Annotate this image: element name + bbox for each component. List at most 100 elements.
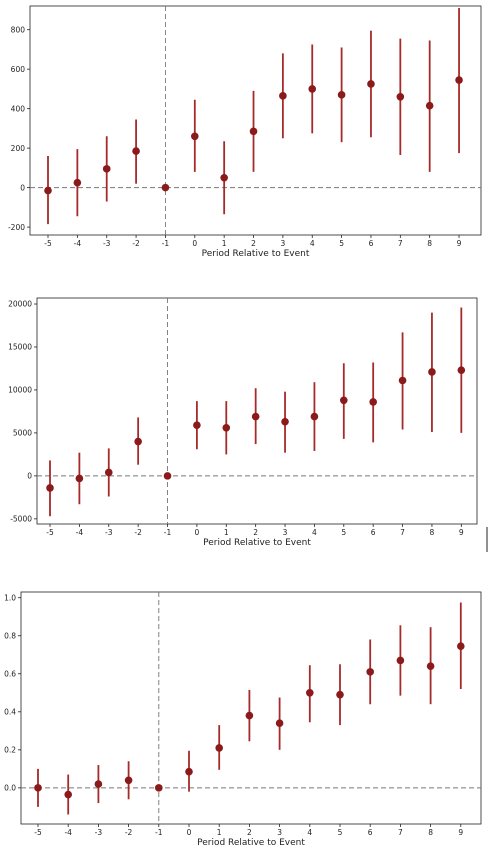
- x-tick-label: -5: [44, 239, 52, 248]
- point-estimate: [275, 719, 284, 728]
- y-tick-label: 0: [20, 183, 25, 192]
- plot-frame: [29, 5, 482, 236]
- x-tick-label: -1: [164, 528, 172, 537]
- x-tick-label: 1: [224, 528, 229, 537]
- plot-frame: [36, 297, 478, 525]
- y-tick-label: 400: [11, 104, 26, 113]
- point-estimate: [134, 437, 142, 446]
- x-tick-label: 6: [371, 528, 376, 537]
- x-tick-label: 5: [338, 828, 343, 837]
- point-estimate: [337, 91, 346, 99]
- point-estimate: [455, 76, 463, 84]
- point-estimate: [308, 85, 317, 93]
- x-tick-label: -3: [103, 239, 111, 248]
- x-tick-label: 6: [368, 828, 373, 837]
- x-tick-label: -1: [155, 828, 163, 837]
- x-tick-label: 2: [253, 528, 258, 537]
- x-tick-label: 8: [428, 828, 433, 837]
- point-estimate: [367, 80, 375, 88]
- point-estimate: [336, 690, 344, 699]
- point-estimate: [426, 662, 435, 670]
- y-tick-label: 0.8: [4, 631, 16, 640]
- point-estimate: [281, 417, 289, 426]
- event-study-panel-3: 0.0 0.2 0.4 0.6 0.8 1.0 -5 -4 -3 -2 -1 0 1 2 3 4 5 6 7 8 9 Pe…: [4, 591, 482, 848]
- point-estimate: [163, 472, 172, 480]
- x-tick-label: 1: [222, 239, 227, 248]
- x-axis-label: Period Relative to Event: [197, 838, 305, 848]
- point-estimate: [306, 688, 314, 697]
- point-estimate: [396, 93, 405, 101]
- x-tick-label: 5: [339, 239, 344, 248]
- x-tick-label: 4: [312, 528, 317, 537]
- x-tick-label: -1: [162, 239, 170, 248]
- point-estimate: [44, 186, 52, 195]
- point-estimate: [193, 421, 201, 429]
- y-tick-label: 10000: [8, 386, 32, 395]
- point-estimate: [279, 92, 287, 100]
- x-tick-label: 6: [369, 239, 374, 248]
- point-estimate: [222, 423, 231, 432]
- x-tick-label: -4: [64, 828, 72, 837]
- point-estimate: [185, 767, 193, 776]
- point-estimate: [155, 784, 163, 792]
- x-tick-label: 0: [187, 828, 192, 837]
- point-estimate: [396, 656, 405, 665]
- x-tick-label: -2: [134, 528, 142, 537]
- point-estimate: [161, 183, 170, 192]
- point-estimate: [73, 178, 82, 187]
- point-estimate: [428, 368, 436, 376]
- x-tick-label: -3: [105, 528, 113, 537]
- x-tick-label: 3: [280, 239, 285, 248]
- point-estimate: [102, 165, 111, 173]
- x-tick-label: 9: [457, 239, 462, 248]
- x-tick-label: 2: [247, 828, 252, 837]
- point-estimate: [457, 642, 465, 650]
- x-tick-label: 3: [277, 828, 282, 837]
- x-tick-label: 1: [217, 828, 222, 837]
- point-estimate: [215, 744, 223, 752]
- point-estimate: [249, 127, 258, 136]
- y-tick-label: -5000: [10, 515, 32, 524]
- point-estimate: [124, 776, 133, 785]
- y-tick-label: -200: [8, 223, 25, 232]
- x-tick-label: -4: [76, 528, 84, 537]
- x-tick-label: 7: [400, 528, 405, 537]
- x-tick-label: 8: [430, 528, 435, 537]
- point-estimate: [340, 396, 348, 405]
- y-tick-label: 800: [11, 25, 26, 34]
- y-tick-label: 600: [11, 65, 26, 74]
- x-tick-label: -3: [95, 828, 103, 837]
- x-axis-label: Period Relative to Event: [202, 249, 310, 259]
- y-tick-label: 0.0: [4, 784, 16, 793]
- x-tick-label: 9: [459, 528, 464, 537]
- point-estimate: [369, 398, 377, 406]
- event-study-panel-2: -5000 0 5000 10000 15000 20000 -5 -4 -3 -2 -1 0 1 2 3 4…: [8, 297, 478, 548]
- y-tick-label: 5000: [13, 429, 32, 438]
- point-estimate: [398, 376, 407, 385]
- y-tick-label: 0.6: [4, 669, 16, 678]
- x-tick-label: 9: [458, 828, 463, 837]
- y-tick-label: 0: [27, 472, 32, 481]
- point-estimate: [64, 790, 72, 799]
- y-tick-label: 0.2: [4, 746, 16, 755]
- x-tick-label: 7: [398, 828, 403, 837]
- x-tick-label: 5: [341, 528, 346, 537]
- x-tick-label: 4: [307, 828, 312, 837]
- y-tick-label: 15000: [8, 343, 32, 352]
- x-tick-label: 3: [283, 528, 288, 537]
- x-tick-label: -2: [125, 828, 133, 837]
- point-estimate: [245, 711, 254, 720]
- y-tick-label: 20000: [8, 300, 32, 309]
- y-tick-label: 0.4: [4, 708, 16, 717]
- point-estimate: [75, 474, 84, 483]
- point-estimate: [310, 412, 319, 421]
- point-estimate: [220, 173, 228, 182]
- point-estimate: [366, 668, 375, 676]
- point-estimate: [251, 412, 260, 421]
- point-estimate: [425, 101, 434, 110]
- x-tick-label: 2: [251, 239, 256, 248]
- point-estimate: [94, 780, 103, 788]
- point-estimate: [191, 132, 199, 141]
- x-tick-label: -4: [74, 239, 82, 248]
